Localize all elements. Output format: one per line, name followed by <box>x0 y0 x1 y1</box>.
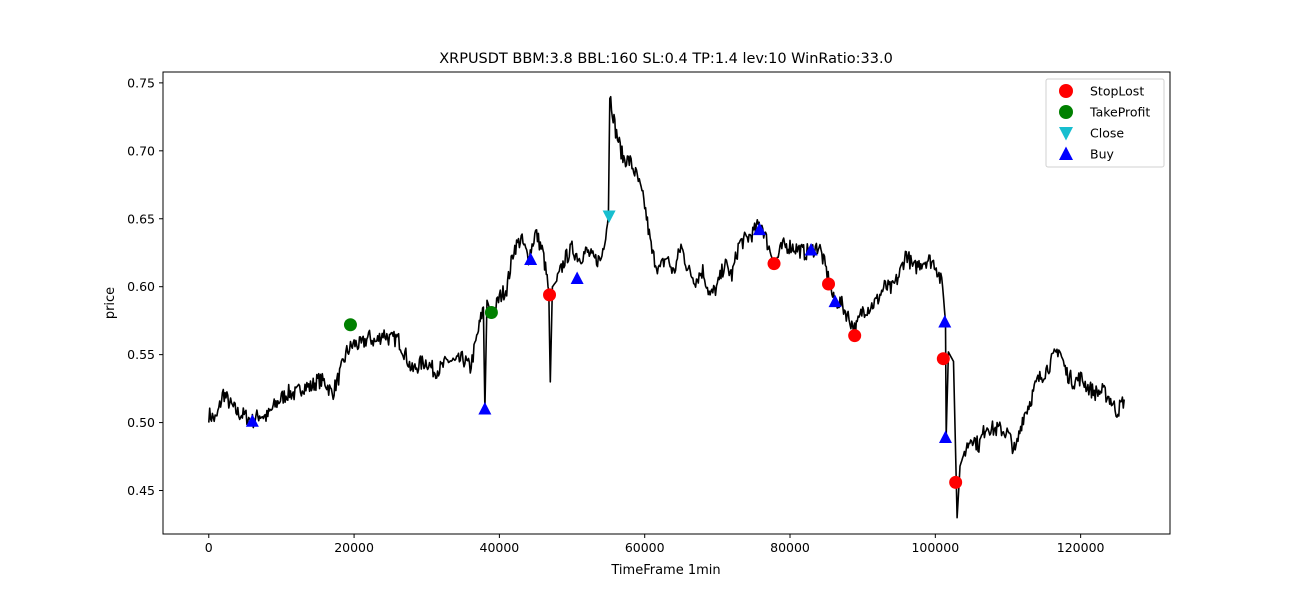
takeprofit-point-1 <box>343 318 357 332</box>
price-line <box>208 95 1125 519</box>
buy-point-7 <box>828 294 842 308</box>
y-tick-label: 0.75 <box>127 75 155 90</box>
stoplost-point-3 <box>822 277 836 291</box>
buy-point-4 <box>570 271 584 285</box>
y-axis: 0.45 0.50 0.55 0.60 0.65 0.70 0.75 <box>127 75 163 498</box>
plot-frame <box>162 71 1171 535</box>
y-tick-label: 0.50 <box>127 415 155 430</box>
buy-point-3 <box>524 252 538 266</box>
x-tick-label: 20000 <box>334 540 374 555</box>
x-tick-label: 40000 <box>480 540 520 555</box>
plot-area <box>208 95 1125 519</box>
legend-close-marker <box>1059 127 1073 141</box>
stoplost-point-5 <box>936 352 950 366</box>
legend: StopLost TakeProfit Close Buy <box>1045 78 1165 168</box>
legend-close-label: Close <box>1090 126 1124 141</box>
y-axis-label: price <box>103 287 118 319</box>
x-tick-label: 120000 <box>1057 540 1105 555</box>
x-tick-label: 100000 <box>911 540 959 555</box>
y-tick-label: 0.65 <box>127 211 155 226</box>
buy-point-8 <box>938 315 952 328</box>
legend-stoplost-label: StopLost <box>1090 84 1144 99</box>
y-tick-label: 0.55 <box>127 347 155 362</box>
x-tick-label: 0 <box>205 540 213 555</box>
buy-point-1 <box>245 414 259 427</box>
y-tick-label: 0.45 <box>127 483 155 498</box>
buy-point-9 <box>938 430 952 444</box>
chart-title: XRPUSDT BBM:3.8 BBL:160 SL:0.4 TP:1.4 le… <box>439 51 893 67</box>
legend-takeprofit-label: TakeProfit <box>1089 105 1150 120</box>
close-point-1 <box>602 210 616 224</box>
legend-buy-marker <box>1059 146 1073 160</box>
takeprofit-point-2 <box>484 306 498 320</box>
legend-stoplost-marker <box>1059 84 1073 98</box>
buy-point-5 <box>752 222 766 236</box>
x-tick-label: 60000 <box>625 540 665 555</box>
x-axis-label: TimeFrame 1min <box>610 563 720 578</box>
stoplost-point-1 <box>543 288 557 302</box>
x-tick-label: 80000 <box>770 540 810 555</box>
stoplost-point-2 <box>767 257 781 271</box>
legend-takeprofit-marker <box>1059 105 1073 119</box>
stoplost-point-6 <box>949 475 963 489</box>
x-axis: 0 20000 40000 60000 80000 100000 120000 <box>205 534 1105 555</box>
buy-point-2 <box>478 401 492 415</box>
legend-box <box>1045 78 1165 168</box>
legend-buy-label: Buy <box>1090 147 1114 162</box>
y-tick-label: 0.70 <box>127 143 155 158</box>
stoplost-point-4 <box>848 329 862 343</box>
buy-point-6 <box>804 243 818 256</box>
y-tick-label: 0.60 <box>127 279 155 294</box>
